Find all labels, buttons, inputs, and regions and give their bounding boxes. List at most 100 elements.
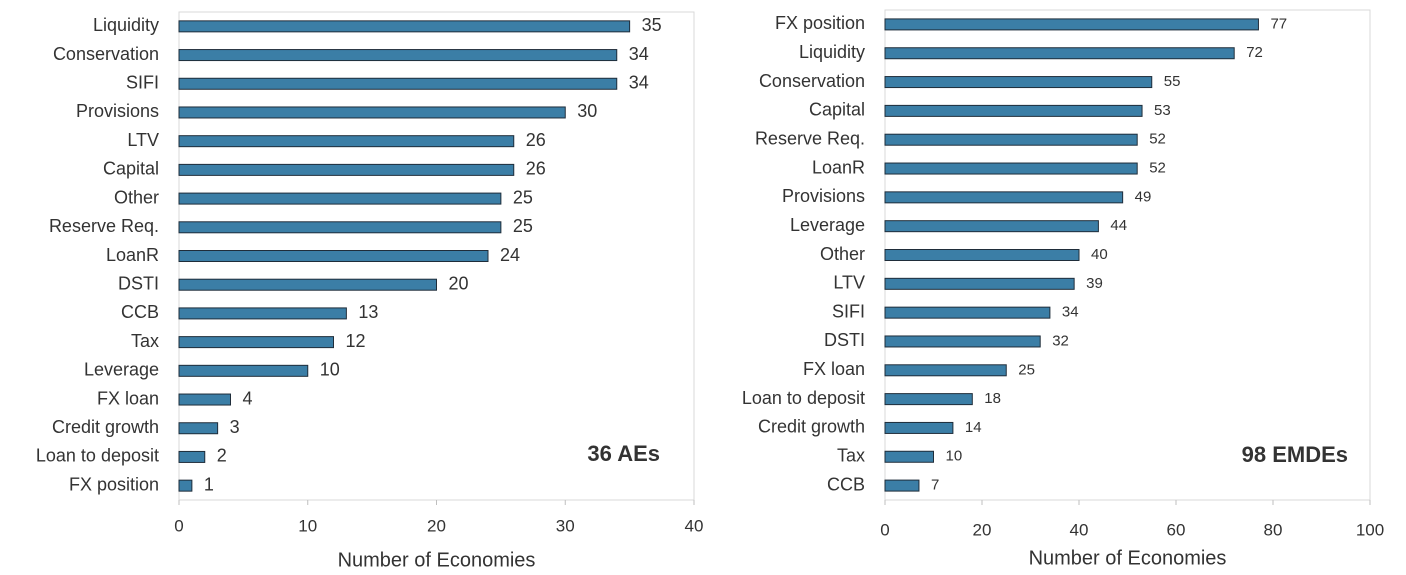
value-label: 52 (1149, 131, 1166, 148)
value-label: 1 (204, 474, 214, 494)
value-label: 35 (642, 15, 662, 35)
bar (178, 307, 347, 320)
category-label: DSTI (824, 330, 865, 350)
bar (884, 191, 1124, 204)
value-label: 20 (449, 273, 469, 293)
bar (884, 47, 1235, 60)
bar (884, 306, 1051, 319)
bar (178, 336, 334, 349)
category-label: DSTI (118, 273, 159, 293)
bar (178, 450, 206, 463)
value-label: 32 (1052, 332, 1069, 349)
value-label: 34 (629, 73, 649, 93)
value-label: 30 (577, 101, 597, 121)
value-label: 12 (346, 331, 366, 351)
category-label: FX loan (97, 388, 159, 408)
category-label: Other (114, 187, 159, 207)
category-label: Provisions (76, 101, 159, 121)
value-label: 55 (1164, 73, 1181, 90)
category-label: Capital (809, 100, 865, 120)
bar (884, 335, 1041, 348)
category-label: Loan to deposit (742, 388, 865, 408)
bar (178, 106, 566, 119)
bar (178, 77, 618, 90)
value-label: 40 (1091, 246, 1108, 263)
bar (884, 421, 954, 434)
category-label: Credit growth (52, 417, 159, 437)
x-tick-label: 10 (298, 516, 317, 535)
value-label: 24 (500, 245, 520, 265)
x-tick-label: 20 (973, 520, 992, 539)
bar (884, 277, 1075, 290)
bar (178, 278, 437, 291)
bar (178, 163, 515, 176)
value-label: 34 (1062, 304, 1079, 321)
category-label: LTV (833, 273, 865, 293)
category-label: FX position (69, 474, 159, 494)
bar (178, 479, 193, 492)
category-label: SIFI (832, 301, 865, 321)
category-label: Reserve Req. (755, 128, 865, 148)
bar (178, 192, 502, 205)
value-label: 44 (1110, 217, 1127, 234)
x-tick-label: 40 (1070, 520, 1089, 539)
x-tick-label: 30 (556, 516, 575, 535)
category-label: Leverage (790, 215, 865, 235)
category-label: Tax (837, 446, 865, 466)
value-label: 4 (243, 388, 253, 408)
category-label: LoanR (812, 157, 865, 177)
category-label: Leverage (84, 360, 159, 380)
category-label: CCB (827, 474, 865, 494)
value-label: 26 (526, 159, 546, 179)
category-label: Conservation (53, 44, 159, 64)
x-tick-label: 20 (427, 516, 446, 535)
value-label: 34 (629, 44, 649, 64)
bar (178, 20, 631, 33)
x-tick-label: 40 (685, 516, 704, 535)
bar (178, 135, 515, 148)
bar (884, 104, 1143, 117)
x-tick-label: 60 (1167, 520, 1186, 539)
bar (884, 133, 1138, 146)
value-label: 39 (1086, 275, 1103, 292)
bar (178, 393, 231, 406)
bar (884, 220, 1099, 233)
value-label: 77 (1270, 15, 1287, 32)
value-label: 72 (1246, 44, 1263, 61)
category-label: Conservation (759, 71, 865, 91)
value-label: 3 (230, 417, 240, 437)
category-label: SIFI (126, 73, 159, 93)
x-tick-label: 100 (1356, 520, 1384, 539)
value-label: 49 (1135, 188, 1152, 205)
value-label: 7 (931, 477, 939, 494)
category-label: LTV (127, 130, 159, 150)
bar (178, 422, 219, 435)
bar (884, 18, 1259, 31)
x-axis-title: Number of Economies (338, 549, 536, 571)
category-label: Loan to deposit (36, 446, 159, 466)
value-label: 25 (513, 187, 533, 207)
bar (884, 364, 1007, 377)
value-label: 13 (358, 302, 378, 322)
annotation: 36 AEs (587, 441, 660, 466)
value-label: 25 (513, 216, 533, 236)
category-label: FX position (775, 13, 865, 33)
x-tick-label: 0 (880, 520, 889, 539)
value-label: 14 (965, 419, 982, 436)
category-label: Other (820, 244, 865, 264)
category-label: Capital (103, 159, 159, 179)
category-label: Credit growth (758, 417, 865, 437)
value-label: 18 (984, 390, 1001, 407)
category-label: CCB (121, 302, 159, 322)
bar (884, 76, 1153, 89)
bar (884, 479, 920, 492)
category-label: Liquidity (93, 15, 159, 35)
bar (178, 221, 502, 234)
bar (884, 162, 1138, 175)
category-label: Reserve Req. (49, 216, 159, 236)
bar (884, 249, 1080, 261)
bar (884, 393, 973, 406)
value-label: 25 (1018, 361, 1035, 378)
x-axis-title: Number of Economies (1029, 547, 1227, 569)
